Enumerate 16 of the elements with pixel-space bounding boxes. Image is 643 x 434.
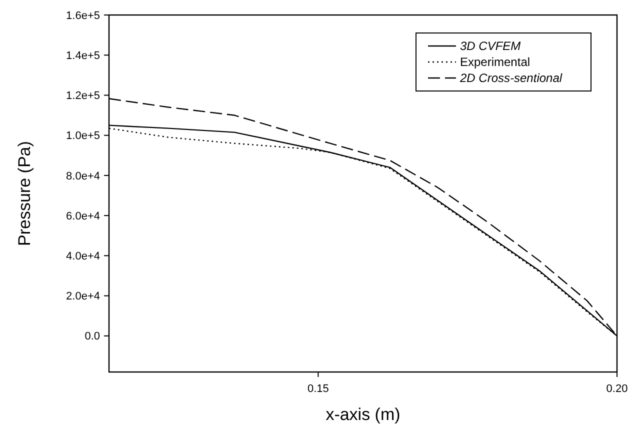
y-tick-label: 0.0	[84, 330, 100, 343]
legend-label: Experimental	[460, 55, 530, 70]
y-axis-title: Pressure (Pa)	[15, 141, 34, 246]
y-tick-label: 1.4e+5	[66, 50, 100, 62]
x-tick-label: 0.15	[307, 383, 329, 395]
y-tick-label: 6.0e+4	[66, 210, 100, 222]
x-tick-label: 0.20	[606, 383, 628, 395]
legend-label: 2D Cross-sentional	[459, 71, 562, 86]
y-tick-label: 1.2e+5	[66, 90, 100, 102]
y-tick-label: 1.0e+5	[66, 130, 100, 142]
y-tick-label: 2.0e+4	[66, 290, 100, 303]
y-tick-label: 8.0e+4	[66, 170, 100, 182]
y-tick-label: 1.6e+5	[66, 10, 100, 22]
legend-label: 3D CVFEM	[460, 39, 521, 54]
x-axis-title: x-axis (m)	[326, 405, 400, 424]
y-tick-label: 4.0e+4	[66, 250, 100, 263]
